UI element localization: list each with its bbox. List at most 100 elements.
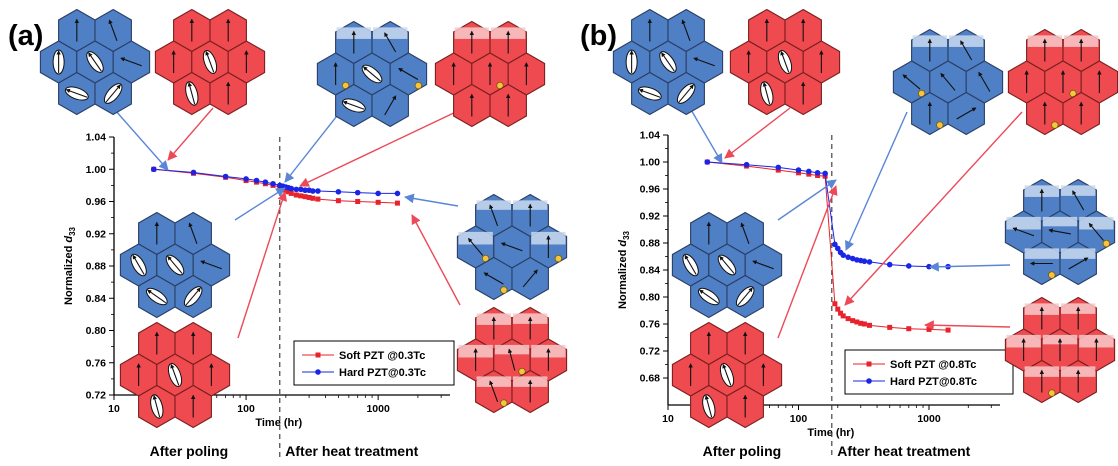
callout-arrow-blue <box>234 187 286 221</box>
data-point <box>775 164 782 171</box>
data-point <box>814 170 821 176</box>
data-point <box>866 259 873 265</box>
grain-hexagon <box>744 353 783 397</box>
grain-hexagon <box>76 40 114 84</box>
data-point <box>822 170 828 177</box>
legend-label: Soft PZT @0.8Tc <box>890 359 976 371</box>
data-point <box>806 168 812 175</box>
chart-panel-b: (b) 0.68 0.72 0.76 0.80 0.84 0.88 0.92 0.96 1.00 1… <box>580 20 1014 459</box>
data-point <box>310 195 316 201</box>
domain-cluster-red <box>1004 296 1116 404</box>
callout-arrow-blue <box>284 111 341 183</box>
dipole-arrow <box>384 95 397 116</box>
plots-layer: (a) 0.72 0.76 0.80 0.84 0.88 0.92 0.96 1.00 1.04 1… <box>8 20 1014 459</box>
dipole-arrow <box>684 254 697 275</box>
y-tick-label: 0.72 <box>86 390 107 402</box>
grain-band <box>476 376 511 387</box>
data-point <box>849 255 856 262</box>
grain-hexagon <box>1023 241 1061 286</box>
data-point <box>302 194 308 200</box>
chart-panel-a: (a) 0.72 0.76 0.80 0.84 0.88 0.92 0.96 1.00 1.04 1… <box>8 20 455 459</box>
domain-cluster-blue <box>316 20 428 128</box>
data-point <box>293 192 299 198</box>
data-point <box>945 327 951 333</box>
domain-cluster-blue <box>119 211 231 319</box>
data-point <box>288 190 294 196</box>
grain-hexagon <box>58 71 96 116</box>
y-tick-label: 0.68 <box>640 373 661 385</box>
data-point <box>886 261 893 268</box>
data-point <box>293 186 300 193</box>
callout-arrow-blue <box>689 107 723 164</box>
data-point <box>795 167 802 173</box>
domain-cluster-blue <box>1004 178 1116 286</box>
callout-arrow-red <box>299 109 461 187</box>
y-label-main: Normalized <box>617 247 629 309</box>
grain-band <box>494 344 530 355</box>
domain-cluster-red <box>456 306 568 414</box>
dipole-arrow <box>704 395 713 418</box>
dipole-arrow <box>384 32 397 53</box>
dipole-arrow <box>678 84 694 103</box>
data-point <box>375 190 381 197</box>
dipole-arrow <box>398 68 419 80</box>
y-tick-label: 0.84 <box>640 265 661 277</box>
data-point <box>858 320 864 326</box>
domain-clusters-layer <box>39 8 1118 429</box>
data-point <box>861 258 868 265</box>
x-tick-label: 1000 <box>917 413 941 425</box>
dipole-arrow <box>693 57 715 67</box>
x-tick-label: 100 <box>237 403 255 415</box>
x-tick-label: 100 <box>790 413 808 425</box>
data-point <box>704 159 711 165</box>
y-tick-label: 1.04 <box>86 132 107 144</box>
data-point <box>906 326 912 332</box>
region-label-after-heat-treatment: After heat treatment <box>285 443 418 459</box>
defect-charge <box>1051 121 1059 129</box>
y-tick-label: 0.84 <box>86 293 107 305</box>
y-tick-label: 1.00 <box>640 157 661 169</box>
dipole-arrow <box>661 52 675 72</box>
grain-hexagon <box>511 256 549 301</box>
grain-hexagon <box>708 353 746 397</box>
legend-label: Hard PZT@0.8Tc <box>890 376 977 388</box>
grain-band <box>1024 248 1059 259</box>
y-tick-label: 0.72 <box>640 346 661 358</box>
dipole-arrow <box>1088 222 1104 241</box>
y-tick-label: 1.04 <box>640 130 661 142</box>
grain-hexagon <box>748 71 786 116</box>
grain-hexagon <box>911 91 949 136</box>
legend-marker <box>315 369 321 375</box>
dipole-arrow <box>167 255 183 274</box>
data-point <box>335 189 342 195</box>
grain-band <box>1061 185 1096 196</box>
y-label-main: Normalized <box>63 243 75 305</box>
y-tick-label: 1.00 <box>86 164 107 176</box>
dipole-arrow <box>362 66 381 82</box>
grain-hexagon <box>209 71 247 116</box>
grain-hexagon <box>371 20 409 65</box>
dipole-arrow <box>956 107 977 120</box>
data-point <box>302 187 308 194</box>
y-tick-label: 0.96 <box>86 196 107 208</box>
data-point <box>253 177 260 184</box>
y-tick-label: 0.88 <box>86 261 107 273</box>
defect-charge <box>1102 239 1111 248</box>
legend-label: Soft PZT @0.3Tc <box>339 350 425 362</box>
dipole-arrow <box>187 82 196 105</box>
grain-hexagon <box>1023 359 1061 404</box>
legend-marker <box>315 352 321 358</box>
domain-cluster-blue <box>671 211 783 319</box>
y-axis-label: Normalized d33 <box>63 226 77 305</box>
data-point <box>926 326 932 332</box>
data-point <box>835 306 841 312</box>
region-label-after-poling: After poling <box>150 443 229 459</box>
callout-arrow-red <box>844 111 1023 306</box>
data-point <box>243 176 249 182</box>
domain-cluster-blue <box>39 8 151 116</box>
grain-hexagon <box>1077 210 1116 254</box>
grain-hexagon <box>119 243 158 287</box>
panel-label: (b) <box>580 20 617 52</box>
dipole-arrow <box>489 204 499 227</box>
